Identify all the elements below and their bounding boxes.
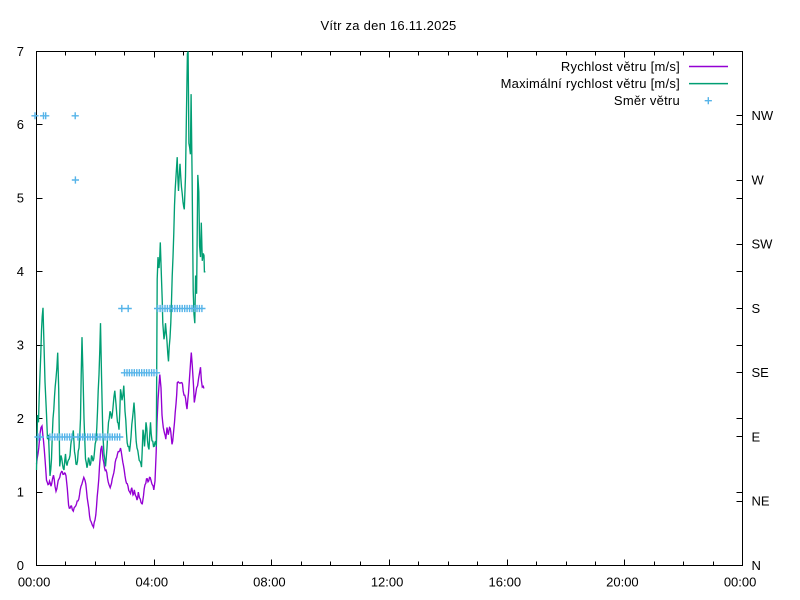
svg-text:E: E (752, 429, 761, 444)
svg-text:SW: SW (752, 237, 774, 252)
svg-text:6: 6 (17, 117, 24, 132)
svg-text:00:00: 00:00 (18, 575, 51, 590)
svg-text:SE: SE (752, 365, 770, 380)
svg-text:NE: NE (752, 494, 770, 509)
svg-text:5: 5 (17, 191, 24, 206)
svg-text:2: 2 (17, 411, 24, 426)
svg-text:NW: NW (752, 108, 774, 123)
svg-text:20:00: 20:00 (606, 575, 639, 590)
svg-text:Vítr za den 16.11.2025: Vítr za den 16.11.2025 (320, 18, 456, 33)
svg-text:16:00: 16:00 (489, 575, 522, 590)
svg-text:12:00: 12:00 (371, 575, 404, 590)
svg-text:04:00: 04:00 (136, 575, 169, 590)
svg-text:N: N (752, 558, 761, 573)
svg-text:0: 0 (17, 558, 24, 573)
svg-text:Maximální rychlost větru [m/s]: Maximální rychlost větru [m/s] (501, 76, 680, 91)
svg-text:Směr větru: Směr větru (614, 93, 680, 108)
svg-text:7: 7 (17, 44, 24, 59)
svg-text:W: W (752, 172, 765, 187)
svg-text:3: 3 (17, 338, 24, 353)
svg-text:4: 4 (17, 264, 24, 279)
svg-text:S: S (752, 301, 761, 316)
svg-text:Rychlost větru [m/s]: Rychlost větru [m/s] (561, 59, 680, 74)
svg-text:08:00: 08:00 (253, 575, 286, 590)
svg-text:00:00: 00:00 (724, 575, 757, 590)
svg-text:1: 1 (17, 484, 24, 499)
